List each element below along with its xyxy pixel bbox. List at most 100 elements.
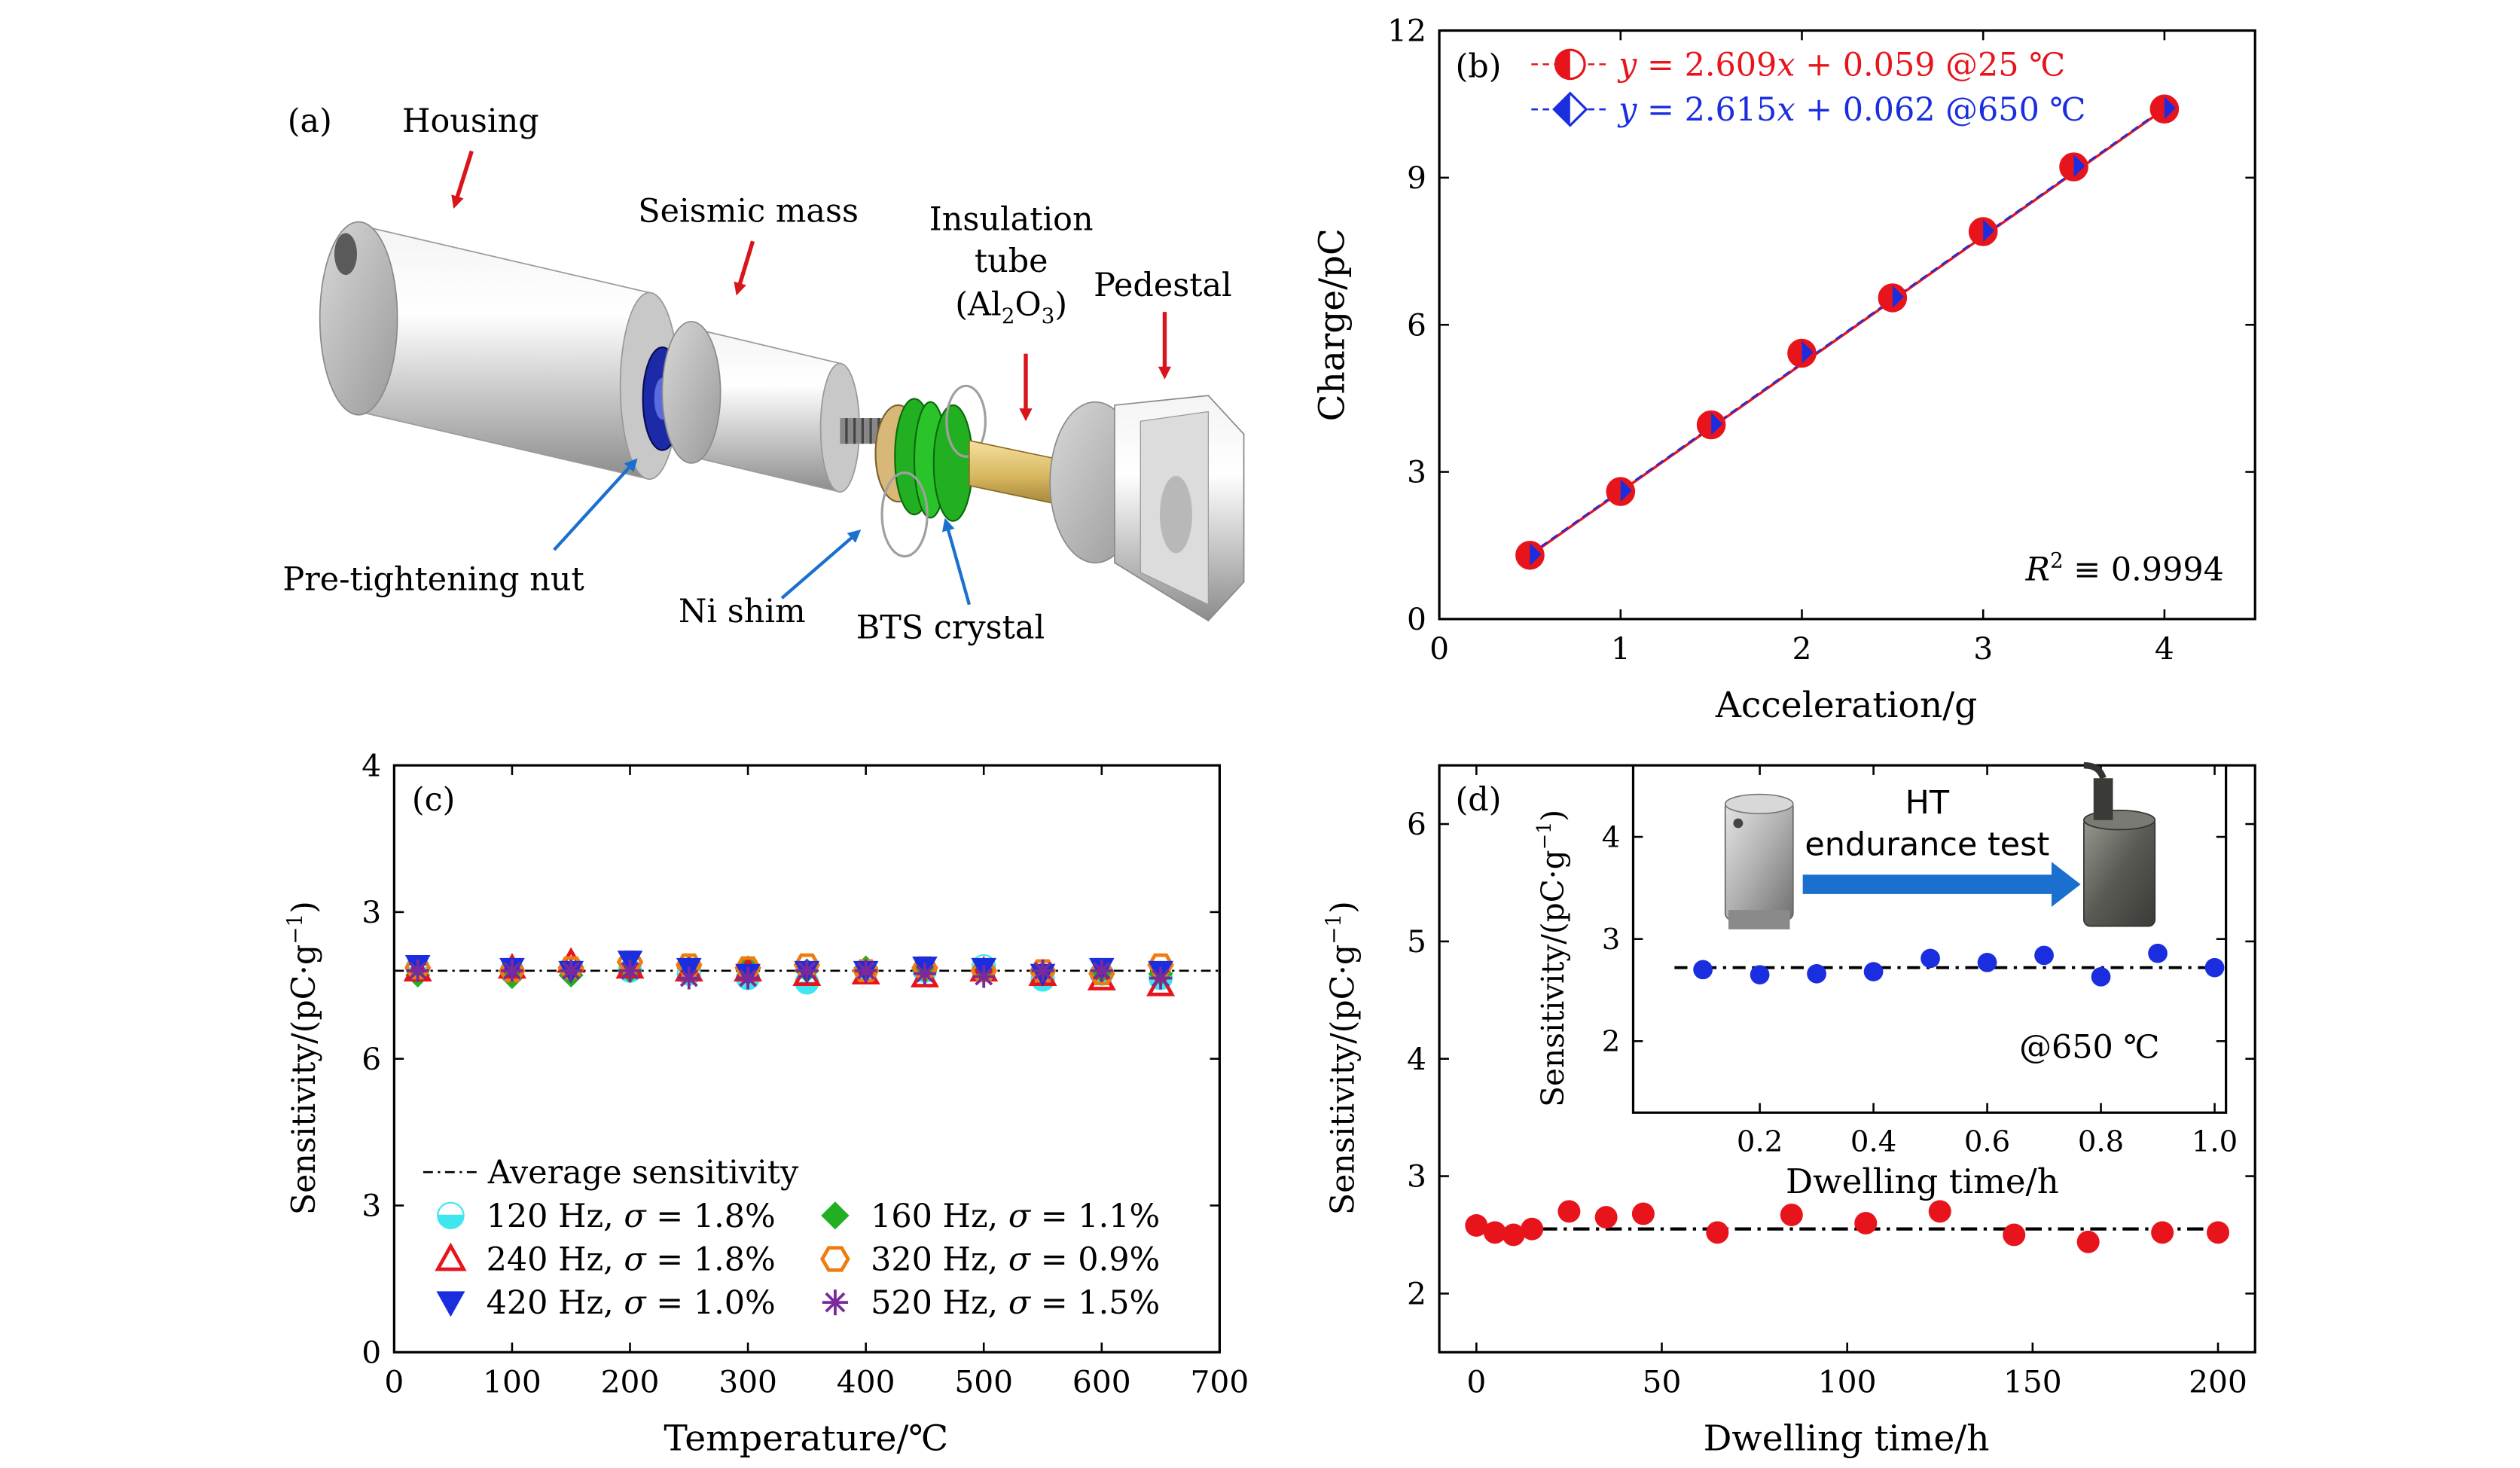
- panel-d-tag: (d): [1456, 781, 1502, 819]
- panel-b-xtick-label: 3: [1973, 630, 1993, 667]
- panel-c-ytick-label: 6: [362, 1041, 381, 1077]
- panel-d-ylabel: Sensitivity/(pC·g−1): [1321, 901, 1362, 1215]
- panel-d-xtick-label: 0: [1466, 1364, 1486, 1400]
- pedestal-drawing: [1049, 395, 1245, 622]
- panel-c-xtick-label: 300: [718, 1364, 777, 1400]
- point-650c: [2164, 96, 2176, 120]
- label-ni-shim: Ni shim: [679, 593, 806, 630]
- label-seismic-mass: Seismic mass: [638, 193, 859, 230]
- label-insulation-2: tube: [975, 243, 1048, 280]
- panel-d-ytick-label: 4: [1407, 1041, 1426, 1077]
- panel-c-ytick-label: 3: [362, 894, 381, 930]
- inset-ytick-label: 2: [1602, 1025, 1621, 1059]
- legend-c-marker: [821, 1201, 850, 1230]
- inset-xtick-label: 0.2: [1737, 1125, 1783, 1159]
- panel-b-xtick-label: 2: [1792, 630, 1812, 667]
- point-25c: [1606, 477, 1636, 506]
- panel-b-ytick-label: 3: [1407, 454, 1426, 490]
- legend-b-text-650c: y = 2.615x + 0.062 @650 ℃: [1617, 91, 2085, 129]
- inset-points: [1693, 943, 2225, 987]
- point-d: [1594, 1206, 1618, 1229]
- legend-c-text: 320 Hz, σ = 0.9%: [871, 1241, 1160, 1279]
- panel-c-ytick-label: 0: [362, 1335, 381, 1371]
- panel-b-xtick-label: 0: [1429, 630, 1449, 667]
- legend-b-item-650c: y = 2.615x + 0.062 @650 ℃: [1531, 91, 2085, 129]
- panel-c-xlabel: Temperature/℃: [664, 1418, 948, 1460]
- point-650c: [1620, 479, 1632, 502]
- legend-b-item-25c: y = 2.609x + 0.059 @25 ℃: [1531, 46, 2065, 84]
- panel-b-xlabel: Acceleration/g: [1715, 685, 1977, 726]
- point-d: [1483, 1221, 1506, 1244]
- panel-b-ytick-label: 6: [1407, 307, 1426, 343]
- point-c-asterisk-stroke: [1092, 961, 1111, 980]
- panel-d-xtick-label: 100: [1818, 1364, 1877, 1400]
- panel-c-xtick-label: 500: [954, 1364, 1013, 1400]
- arrow-nut: [553, 458, 638, 551]
- label-insulation-3: (Al2O3): [955, 285, 1067, 328]
- point-c-hexagon: [676, 953, 703, 977]
- point-d: [1706, 1221, 1729, 1244]
- panel-d-ticks: 0 50 100 150 200 2 3 4 5 6: [1407, 765, 2256, 1400]
- point-c-asterisk-stroke: [798, 961, 816, 980]
- panel-a-tag: (a): [288, 102, 332, 140]
- panel-b-ytick-label: 12: [1387, 13, 1426, 49]
- panel-b-points: [1515, 94, 2180, 570]
- point-650c: [1802, 340, 1814, 364]
- panel-d-xtick-label: 50: [1643, 1364, 1682, 1400]
- point-650c: [1892, 285, 1904, 309]
- panel-c-ytick-label: 4: [362, 747, 381, 783]
- point-inset: [2034, 945, 2054, 966]
- legend-c-text: 240 Hz, σ = 1.8%: [487, 1241, 776, 1279]
- panel-c: 0 100 200 300 400 500 600 700 0 3 6 3 4 (c) Average …: [282, 747, 1249, 1459]
- inset-xlabel: Dwelling time/h: [1786, 1161, 2059, 1201]
- legend-c-text: 160 Hz, σ = 1.1%: [871, 1198, 1160, 1235]
- endurance-arrow: [1802, 862, 2081, 907]
- panel-d-xtick-label: 150: [2003, 1364, 2062, 1400]
- panel-b-tag: (b): [1456, 48, 1502, 86]
- point-c-asterisk-stroke: [1152, 969, 1170, 987]
- point-c-asterisk-stroke: [502, 961, 521, 980]
- panel-c-xtick-label: 100: [483, 1364, 542, 1400]
- legend-c-avg-text: Average sensitivity: [487, 1154, 799, 1192]
- panel-d-ytick-label: 3: [1407, 1158, 1426, 1195]
- arrow-ni-shim: [780, 530, 862, 600]
- inset-xtick-label: 0.4: [1850, 1125, 1896, 1159]
- point-650c: [1530, 542, 1542, 566]
- legend-c-text: 420 Hz, σ = 1.0%: [487, 1284, 776, 1322]
- legend-c-text: 120 Hz, σ = 1.8%: [487, 1198, 776, 1235]
- panel-b-ylabel: Charge/pC: [1311, 228, 1353, 421]
- label-housing: Housing: [402, 102, 539, 140]
- point-inset: [1977, 953, 1997, 972]
- label-insulation-1: Insulation: [929, 200, 1094, 238]
- panel-c-tag: (c): [412, 781, 455, 819]
- panel-d-points: [1465, 1200, 2230, 1253]
- panel-d-ytick-label: 6: [1407, 806, 1426, 842]
- point-c-asterisk-stroke: [739, 969, 758, 987]
- legend-b-marker-25c-fill: [1555, 50, 1570, 79]
- panel-d-xlabel: Dwelling time/h: [1704, 1418, 1990, 1460]
- panel-b-fit-lines: [1529, 107, 2165, 557]
- inset-ytick-label: 3: [1602, 923, 1621, 957]
- point-c-asterisk-stroke: [856, 961, 875, 980]
- point-inset: [1750, 965, 1770, 984]
- point-d: [2076, 1230, 2100, 1253]
- panel-b-legend: y = 2.609x + 0.059 @25 ℃ y = 2.615x + 0.…: [1531, 46, 2085, 129]
- point-c-asterisk-stroke: [1033, 961, 1052, 980]
- point-inset: [1921, 948, 1940, 969]
- panel-b-r2: R2 ≡ 0.9994: [2025, 548, 2224, 589]
- point-d: [1780, 1204, 1803, 1226]
- point-c-asterisk-stroke: [562, 961, 581, 980]
- arrow-housing: [451, 150, 474, 209]
- inset-ytick-label: 4: [1602, 821, 1621, 855]
- point-d: [1465, 1214, 1488, 1237]
- inset-arrow-text-1: HT: [1905, 784, 1950, 822]
- panel-c-xtick-label: 0: [384, 1364, 404, 1400]
- legend-c-marker: [820, 1246, 850, 1272]
- legend-b-marker-650c-fill: [1554, 93, 1570, 126]
- panel-b-ytick-label: 0: [1407, 601, 1426, 637]
- sensor-photo-after: [2083, 761, 2156, 927]
- point-c-asterisk-stroke: [679, 969, 698, 987]
